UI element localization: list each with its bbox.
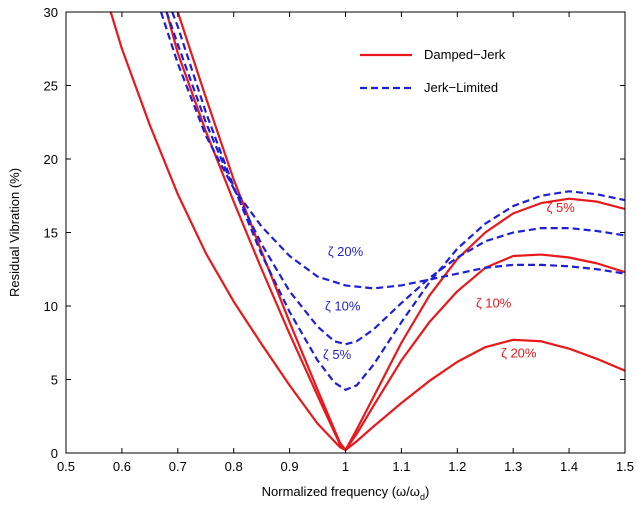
x-tick-label: 0.7	[169, 459, 187, 474]
x-tick-label: 0.9	[281, 459, 299, 474]
annotation-layer: ζ 20% ζ 10% ζ 5% ζ 5% ζ 10% ζ 20%	[323, 200, 575, 362]
x-tick-label: 1	[342, 459, 349, 474]
curve-annotation: ζ 10%	[476, 295, 512, 310]
x-axis-label-close: )	[425, 484, 429, 499]
y-tick-label: 0	[51, 446, 58, 461]
x-tick-label: 1.4	[560, 459, 578, 474]
y-axis-label: Residual Vibration (%)	[7, 168, 22, 297]
y-tick-label: 25	[44, 79, 58, 94]
x-tick-label: 1.5	[616, 459, 634, 474]
curve-annotation: ζ 5%	[323, 347, 352, 362]
y-tick-label: 10	[44, 299, 58, 314]
x-tick-label: 0.6	[113, 459, 131, 474]
curve-annotation: ζ 5%	[547, 200, 576, 215]
curve-annotation: ζ 20%	[501, 345, 537, 360]
legend-label: Jerk−Limited	[424, 80, 498, 95]
x-tick-label: 0.8	[225, 459, 243, 474]
series-line-6	[171, 12, 625, 391]
y-tick-label: 5	[51, 373, 58, 388]
series-layer	[109, 12, 625, 452]
legend-label: Damped−Jerk	[424, 47, 506, 62]
x-tick-label: 1.3	[504, 459, 522, 474]
x-axis-label: Normalized frequency (ω/ωd)	[262, 484, 430, 502]
series-line-5	[165, 12, 625, 346]
series-line-1	[109, 12, 625, 452]
ticks-layer: 0.5 0.6 0.7 0.8 0.9 1 1.1 1.2 1.3 1.4 1.5 0 5 10 15 20 2…	[44, 5, 635, 474]
x-tick-label: 1.2	[448, 459, 466, 474]
x-axis-label-subscript: d	[420, 492, 425, 502]
y-tick-label: 30	[44, 5, 58, 20]
x-axis-label-main: Normalized frequency (ω/ω	[262, 484, 420, 499]
curve-annotation: ζ 10%	[325, 298, 361, 313]
legend: Damped−Jerk Jerk−Limited	[360, 47, 506, 95]
y-tick-label: 20	[44, 152, 58, 167]
x-tick-label: 1.1	[392, 459, 410, 474]
x-tick-label: 0.5	[57, 459, 75, 474]
series-line-3	[176, 12, 625, 452]
curve-annotation: ζ 20%	[328, 244, 364, 259]
series-line-2	[165, 12, 625, 452]
y-tick-label: 15	[44, 226, 58, 241]
